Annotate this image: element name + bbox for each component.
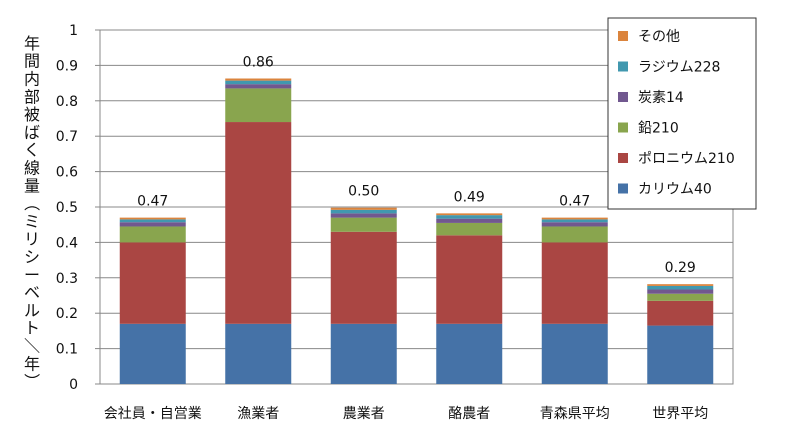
bar-segment [225,80,292,85]
svg-text:ル: ル [24,301,40,320]
y-tick-label: 0.4 [56,235,78,251]
bar-segment [647,300,714,326]
y-tick-label: 0.2 [56,306,78,322]
legend-box [607,17,757,210]
legend-entry: カリウム40 [638,182,712,198]
svg-text:年: 年 [24,34,40,53]
bar-segment [436,218,503,223]
bar-segment [436,222,503,236]
y-tick-label: 0.3 [56,271,78,287]
y-tick-label: 1 [69,23,78,39]
legend-swatch [618,153,628,163]
bar-segment [647,289,714,294]
svg-text:被: 被 [24,105,40,124]
bar-segment [647,284,714,286]
svg-text:ば: ば [24,123,40,142]
legend-entry: 鉛210 [638,121,679,137]
bar-segment [541,222,608,227]
bar-segment [436,213,503,216]
svg-text:部: 部 [24,87,40,106]
bar-segment [119,217,186,220]
svg-text:く: く [24,141,40,160]
svg-text:間: 間 [24,52,40,71]
legend-swatch [618,183,628,194]
bar-segment [225,78,292,81]
legend-entry: 炭素14 [638,90,684,106]
x-tick-label: 世界平均 [652,406,708,422]
total-label: 0.29 [665,260,696,276]
svg-text:ト: ト [24,319,40,338]
svg-text:年: 年 [24,354,40,373]
bar-segment [330,209,397,214]
legend-swatch [618,122,628,133]
svg-text:（: （ [22,195,41,211]
y-tick-label: 0.7 [56,129,78,145]
bar-segment [119,222,186,227]
svg-text:ー: ー [24,265,40,284]
legend-entry: ラジウム228 [638,60,720,76]
svg-text:／: ／ [22,337,41,353]
svg-text:ミ: ミ [24,212,40,231]
bar-segment [541,226,608,243]
legend-swatch [618,92,628,102]
bar-segment [541,242,608,324]
svg-text:）: ） [22,373,41,389]
legend-swatch [618,31,628,41]
svg-text:ベ: ベ [24,283,40,302]
bar-segment [541,217,608,220]
total-label: 0.86 [243,54,274,70]
x-tick-label: 会社員・自営業 [104,406,202,422]
y-tick-label: 0.6 [56,165,78,181]
svg-text:線: 線 [24,159,40,178]
bar-segment [647,325,714,384]
x-tick-label: 漁業者 [237,406,279,422]
bar-segment [436,235,503,324]
bar-segment [225,88,292,123]
bar-segment [541,323,608,384]
bar-segment [225,84,292,89]
total-label: 0.47 [137,194,168,210]
legend-entry: その他 [638,29,680,45]
total-label: 0.47 [559,194,590,210]
bar-segment [119,219,186,223]
bar-segment [330,231,397,324]
bar-segment [541,219,608,223]
y-tick-label: 0.1 [56,342,78,358]
bar-segment [330,213,397,218]
svg-text:リ: リ [24,230,40,249]
svg-text:量: 量 [24,176,40,195]
y-tick-label: 0.5 [56,200,78,216]
total-label: 0.50 [348,184,379,200]
y-tick-label: 0.8 [56,94,78,110]
bar-segment [330,217,397,232]
bar-segment [119,323,186,384]
svg-text:シ: シ [24,248,40,267]
svg-text:内: 内 [24,70,40,89]
x-tick-label: 農業者 [343,406,385,422]
total-label: 0.49 [454,189,485,205]
bar-segment [647,285,714,290]
bar-segment [647,293,714,301]
bar-segment [436,215,503,219]
x-tick-label: 青森県平均 [540,406,610,422]
legend-entry: ポロニウム210 [638,151,735,167]
y-tick-label: 0 [69,377,78,393]
legend-swatch [618,61,628,72]
bar-segment [330,323,397,384]
bar-segment [436,323,503,384]
bar-segment [330,207,397,210]
bar-segment [225,122,292,324]
y-tick-label: 0.9 [56,58,78,74]
bar-segment [225,323,292,384]
bar-segment [119,226,186,243]
x-tick-label: 酪農者 [448,406,490,422]
bar-segment [119,242,186,324]
